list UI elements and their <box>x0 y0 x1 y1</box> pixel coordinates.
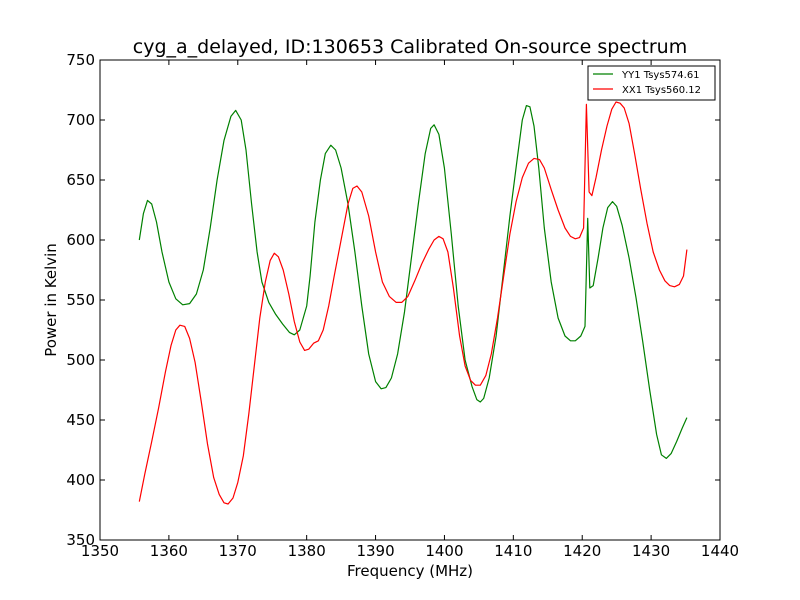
x-tick-label: 1360 <box>150 542 188 560</box>
plot-area <box>138 101 688 505</box>
legend-box <box>587 65 716 101</box>
x-tick-label: 1370 <box>219 542 257 560</box>
legend-label-yy1: YY1 Tsys574.61 <box>621 70 700 81</box>
chart-title: cyg_a_delayed, ID:130653 Calibrated On-s… <box>133 36 687 58</box>
series-line-0 <box>138 105 688 459</box>
x-tick-label: 1440 <box>701 542 739 560</box>
x-axis: 1350 1360 1370 1380 1390 1400 1410 1420 1430 1440 <box>81 60 739 560</box>
legend: YY1 Tsys574.61 XX1 Tsys560.12 <box>587 65 716 101</box>
y-tick-label: 550 <box>66 291 95 309</box>
y-tick-label: 600 <box>66 231 95 249</box>
x-axis-label: Frequency (MHz) <box>347 562 473 580</box>
y-tick-label: 400 <box>66 471 95 489</box>
x-tick-label: 1430 <box>632 542 670 560</box>
x-tick-label: 1420 <box>563 542 601 560</box>
y-axis: 350 400 450 500 550 600 650 700 750 <box>66 51 720 549</box>
y-axis-label: Power in Kelvin <box>42 243 60 357</box>
x-tick-label: 1350 <box>81 542 119 560</box>
y-tick-label: 500 <box>66 351 95 369</box>
y-tick-label: 450 <box>66 411 95 429</box>
y-tick-label: 700 <box>66 111 95 129</box>
x-tick-label: 1400 <box>425 542 463 560</box>
series-line-1 <box>138 101 688 505</box>
x-tick-label: 1380 <box>288 542 326 560</box>
y-tick-label: 650 <box>66 171 95 189</box>
x-tick-label: 1410 <box>494 542 532 560</box>
x-tick-label: 1390 <box>356 542 394 560</box>
y-tick-label: 350 <box>66 531 95 549</box>
y-tick-label: 750 <box>66 51 95 69</box>
legend-label-xx1: XX1 Tsys560.12 <box>622 85 701 96</box>
